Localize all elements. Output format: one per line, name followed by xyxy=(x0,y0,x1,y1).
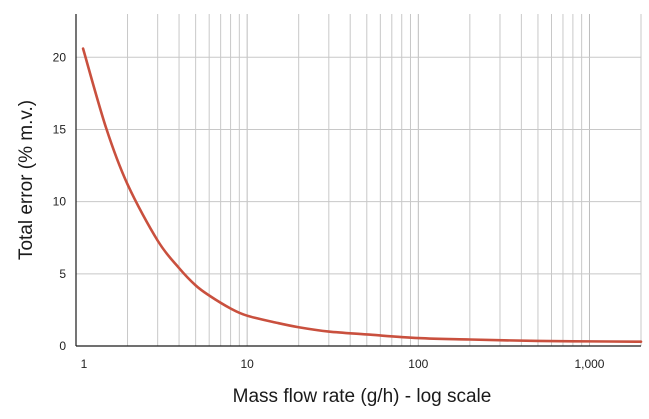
x-tick-label: 10 xyxy=(240,357,254,371)
x-tick-label: 1,000 xyxy=(574,357,604,371)
tick-labels: 0 5 10 15 20 1 10 100 1,000 xyxy=(53,50,605,371)
y-tick-label: 10 xyxy=(53,195,67,209)
y-tick-label: 5 xyxy=(59,267,66,281)
series-line xyxy=(81,47,643,343)
y-tick-label: 15 xyxy=(53,122,67,136)
x-axis-title: Mass flow rate (g/h) - log scale xyxy=(233,386,492,407)
x-tick-label: 1 xyxy=(81,357,88,371)
y-axis-title: Total error (% m.v.) xyxy=(16,100,37,260)
y-tick-label: 0 xyxy=(59,339,66,353)
axes xyxy=(75,14,641,347)
y-tick-label: 20 xyxy=(53,50,67,64)
series-layer xyxy=(81,47,643,343)
x-tick-label: 100 xyxy=(408,357,428,371)
grid xyxy=(76,14,642,346)
